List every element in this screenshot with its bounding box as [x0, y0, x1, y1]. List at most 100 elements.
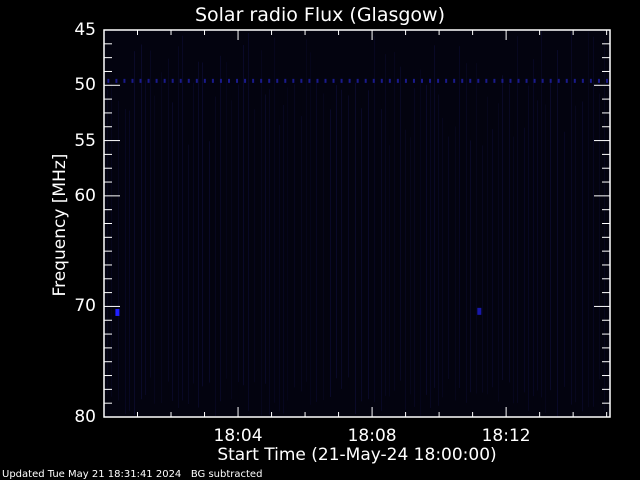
spectrogram-stripe [336, 85, 337, 379]
spectrogram-stripe [524, 127, 525, 393]
interference-line-segment [332, 78, 335, 83]
spectrogram-stripe [537, 100, 538, 391]
x-tick-label: 18:08 [347, 426, 397, 446]
spectrogram-stripe [238, 84, 239, 383]
interference-line-segment [493, 78, 496, 83]
spectrogram-stripe [564, 131, 565, 387]
spectrogram-stripe [533, 59, 534, 397]
spectrogram-stripe [243, 45, 244, 386]
interference-line-segment [412, 78, 415, 83]
spectrogram-stripe [301, 116, 302, 392]
spectrogram-stripe [389, 145, 390, 397]
interference-line-segment [573, 78, 576, 83]
spectrogram-stripe [400, 66, 401, 381]
interference-line-segment [316, 78, 319, 83]
interference-line-segment [139, 78, 142, 83]
spectrogram-stripe [294, 84, 295, 388]
spectrogram-stripe [279, 124, 280, 412]
interference-line-segment [300, 78, 303, 83]
spectrogram-stripe [541, 30, 542, 398]
spectrogram-stripe [545, 104, 546, 414]
chart-title: Solar radio Flux (Glasgow) [194, 4, 446, 26]
interference-line-segment [276, 78, 279, 83]
interference-line-segment [525, 78, 528, 83]
interference-line-segment [557, 78, 560, 83]
interference-line-segment [340, 78, 343, 83]
spectrogram-stripe [381, 109, 382, 411]
spectrogram-stripe [198, 61, 199, 408]
interference-line-segment [324, 78, 327, 83]
spectrogram-stripe [492, 129, 493, 388]
spectrogram-stripe [593, 36, 594, 407]
bg-subtracted-note: BG subtracted [190, 469, 263, 480]
plot-background [104, 30, 610, 417]
spectrogram-stripe [274, 37, 275, 403]
x-axis-label: Start Time (21-May-24 18:00:00) [217, 445, 497, 465]
interference-line-segment [284, 78, 287, 83]
interference-line-segment [404, 78, 407, 83]
spectrogram-stripe [550, 81, 551, 391]
interference-line-segment [597, 78, 600, 83]
spectrogram-stripe [341, 89, 342, 389]
interference-line-segment [348, 78, 351, 83]
interference-line-segment [244, 78, 247, 83]
spectrogram-stripe [557, 50, 558, 417]
spectrogram-stripe [287, 87, 288, 401]
interference-line-segment [292, 78, 295, 83]
spectrogram-stripe [355, 82, 356, 414]
spectrogram-stripe [269, 89, 270, 415]
interference-line-segment [171, 78, 174, 83]
interference-line-segment [445, 78, 448, 83]
spectrogram-stripe [283, 104, 284, 414]
interference-line-segment [268, 78, 271, 83]
interference-line-segment [605, 78, 608, 83]
interference-line-segment [155, 78, 158, 83]
interference-line-segment [123, 78, 126, 83]
interference-line-segment [364, 78, 367, 83]
interference-line-segment [179, 78, 182, 83]
spectrogram-stripe [248, 32, 249, 411]
x-tick-label: 18:04 [213, 426, 263, 446]
spectrogram-stripe [306, 39, 307, 382]
interference-line-segment [581, 78, 584, 83]
interference-line-segment [453, 78, 456, 83]
spectrogram-stripe [310, 52, 311, 405]
spectrogram-stripe [426, 84, 427, 395]
y-tick-label: 70 [74, 296, 96, 317]
spectrogram-stripe [517, 36, 518, 403]
spectrogram-stripe [394, 52, 395, 391]
spectrogram-stripe [168, 58, 169, 382]
spectrogram-stripe [528, 85, 529, 411]
spectrogram-stripe [172, 102, 173, 401]
spectrogram-stripe [588, 31, 589, 408]
spectrogram-stripe [571, 32, 572, 405]
interference-line-segment [115, 78, 118, 83]
spectrogram-stripe [466, 63, 467, 403]
spectrogram-stripe [129, 110, 130, 411]
interference-line-segment [219, 78, 222, 83]
interference-line-segment [203, 78, 206, 83]
spectrogram-stripe [134, 51, 135, 415]
spectrogram-stripe [470, 140, 471, 393]
spectrogram-stripe [182, 35, 183, 401]
spectrogram-stripe [202, 62, 203, 387]
interference-line-segment [501, 78, 504, 83]
interference-line-segment [421, 78, 424, 83]
y-axis-label: Frequency [MHz] [50, 153, 70, 297]
interference-line-segment [380, 78, 383, 83]
spectrogram-stripe [254, 109, 255, 383]
spectrogram-stripe [455, 126, 456, 401]
interference-line-segment [308, 78, 311, 83]
spectrogram-stripe [374, 36, 375, 403]
spectrogram-stripe [448, 136, 449, 380]
spectrogram-stripe [476, 63, 477, 394]
spectrogram-stripe [368, 90, 369, 400]
spectrogram-stripe [145, 80, 146, 395]
spectrogram-stripe [215, 96, 216, 417]
spectrogram-stripe [482, 145, 483, 393]
spectrogram-stripe [107, 88, 108, 395]
spectrogram-stripe [188, 144, 189, 405]
spectrogram-stripe [575, 105, 576, 403]
spectrogram-stripe [348, 95, 349, 378]
